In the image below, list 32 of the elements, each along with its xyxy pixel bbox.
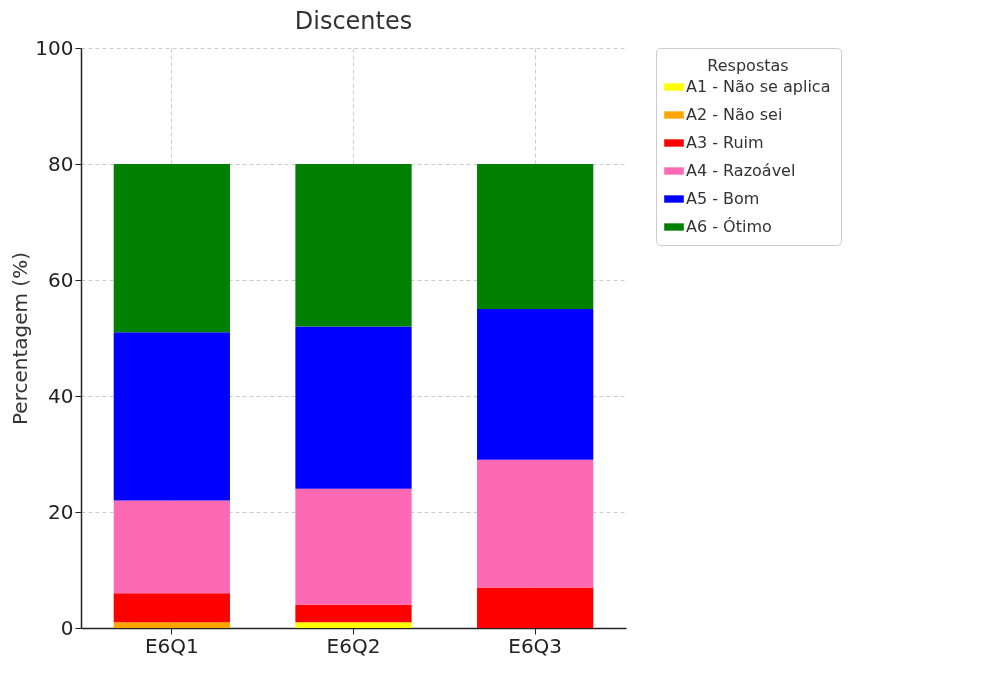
bar [113,164,230,333]
bar [295,488,412,605]
chart-title: Discentes [294,7,413,35]
bar [477,309,594,460]
y-tick-label: 60 [48,267,74,292]
y-tick-label: 40 [48,383,74,408]
bar [477,164,594,309]
y-tick-label: 0 [60,615,74,640]
bar [113,622,230,628]
bar [295,604,412,623]
bar [477,459,594,588]
bar [295,164,412,327]
bar [295,622,412,628]
legend-title: Respostas [707,56,789,75]
y-tick-label: 20 [48,499,74,524]
legend-label: A2 - Não sei [686,105,783,124]
y-tick-label: 80 [48,151,74,176]
bar [113,500,230,594]
bar [113,332,230,501]
x-tick-label: E6Q3 [508,633,563,658]
x-tick-label: E6Q2 [326,633,381,658]
legend-label: A6 - Ótimo [686,217,772,236]
y-axis-title: Percentagem (%) [8,252,33,425]
legend-label: A5 - Bom [686,189,760,208]
bar [113,593,230,623]
bar [295,326,412,489]
x-tick-label: E6Q1 [144,633,199,658]
legend-label: A4 - Razoável [686,161,796,180]
legend-label: A1 - Não se aplica [686,77,831,96]
bar [477,587,594,628]
y-tick-label: 100 [35,35,74,60]
legend-label: A3 - Ruim [686,133,764,152]
